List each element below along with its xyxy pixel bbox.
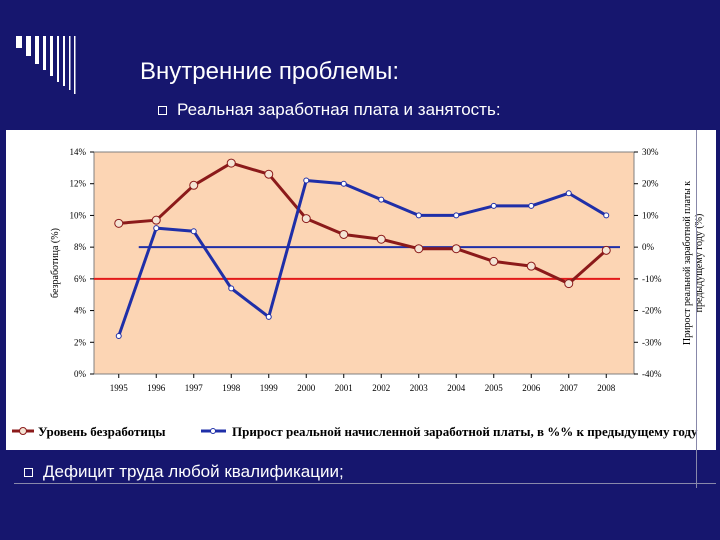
- wage-growth-point: [303, 177, 310, 184]
- x-tick-label: 1995: [110, 383, 129, 393]
- right-tick-label: -40%: [642, 369, 662, 379]
- x-tick-label: 2006: [522, 383, 541, 393]
- bullet-item: Реальная заработная плата и занятость:: [158, 100, 501, 120]
- legend-label-wage: Прирост реальной начисленной заработной …: [232, 424, 698, 439]
- right-axis-label-line1: Прирост реальной заработной платы к: [682, 181, 693, 345]
- x-tick-label: 2007: [560, 383, 579, 393]
- wage-growth-point: [603, 212, 610, 219]
- unemployment-point: [301, 214, 311, 224]
- chart-panel: 0% 2% 4% 6% 8% 10% 12% 14% -40% -30% -20% -10% 0% 10…: [6, 130, 716, 450]
- left-axis-label: безработица (%): [50, 228, 61, 298]
- wage-growth-point: [490, 202, 497, 209]
- wage-growth-point: [265, 313, 272, 320]
- right-tick-label: -10%: [642, 274, 662, 284]
- unemployment-point: [264, 169, 274, 179]
- unemployment-point: [601, 245, 611, 255]
- wage-growth-point: [153, 225, 160, 232]
- wage-growth-point: [340, 180, 347, 187]
- left-tick-label: 6%: [74, 274, 87, 284]
- reference-lines: [94, 246, 620, 280]
- left-tick-label: 0%: [74, 369, 87, 379]
- wage-growth-point: [453, 212, 460, 219]
- legend-marker-unemployment: [19, 427, 27, 435]
- unemployment-point: [376, 234, 386, 244]
- bullet-item: Дефицит труда любой квалификации;: [24, 462, 344, 482]
- left-axis: 0% 2% 4% 6% 8% 10% 12% 14%: [70, 147, 94, 379]
- left-tick-label: 12%: [70, 179, 87, 189]
- left-tick-label: 14%: [70, 147, 87, 157]
- wage-growth-point: [190, 228, 197, 235]
- unemployment-point: [526, 261, 536, 271]
- divider: [14, 483, 716, 484]
- right-axis: -40% -30% -20% -10% 0% 10% 20% 30%: [634, 147, 662, 379]
- left-tick-label: 2%: [74, 337, 87, 347]
- x-tick-label: 1996: [147, 383, 166, 393]
- bullet-text: Реальная заработная плата и занятость:: [177, 100, 501, 119]
- x-axis: 1995 1996 1997 1998 1999 2000 2001 2002 2003 2004…: [110, 374, 616, 393]
- left-tick-label: 10%: [70, 210, 87, 220]
- wage-growth-point: [528, 202, 535, 209]
- wage-growth-line: [117, 179, 608, 337]
- unemployment-point: [489, 256, 499, 266]
- x-tick-label: 2001: [335, 383, 353, 393]
- unemployment-point: [226, 158, 236, 168]
- legend: Уровень безработицы Прирост реальной нач…: [12, 424, 698, 439]
- unemployment-point: [151, 215, 161, 225]
- wage-growth-point: [565, 190, 572, 197]
- unemployment-point: [114, 218, 124, 228]
- legend-marker-wage: [210, 428, 216, 434]
- wage-growth-point: [228, 285, 235, 292]
- right-tick-label: -30%: [642, 337, 662, 347]
- unemployment-point: [451, 244, 461, 254]
- series-layer: [114, 158, 611, 339]
- slide-title: Внутренние проблемы:: [140, 58, 400, 85]
- x-tick-label: 2004: [447, 383, 466, 393]
- decorative-stripes: [16, 36, 76, 94]
- wage-growth-point: [115, 332, 122, 339]
- legend-label-unemployment: Уровень безработицы: [38, 424, 166, 439]
- unemployment-point: [414, 244, 424, 254]
- wage-growth-point: [378, 196, 385, 203]
- x-tick-label: 1997: [185, 383, 204, 393]
- wage-growth-point: [415, 212, 422, 219]
- right-tick-label: 30%: [642, 147, 659, 157]
- x-tick-label: 2003: [410, 383, 429, 393]
- bullet-square-icon: [24, 467, 33, 477]
- combo-line-chart: 0% 2% 4% 6% 8% 10% 12% 14% -40% -30% -20% -10% 0% 10…: [12, 147, 705, 439]
- unemployment-point: [564, 279, 574, 289]
- bullet-text: Дефицит труда любой квалификации;: [43, 462, 344, 481]
- x-tick-label: 2000: [297, 383, 316, 393]
- x-tick-label: 1998: [222, 383, 241, 393]
- right-axis-label-line2: предыдущему году (%): [694, 214, 705, 313]
- x-tick-label: 2008: [597, 383, 616, 393]
- left-tick-label: 8%: [74, 242, 87, 252]
- plot-area: [93, 151, 635, 375]
- right-tick-label: 20%: [642, 179, 659, 189]
- left-tick-label: 4%: [74, 306, 87, 316]
- unemployment-point: [339, 229, 349, 239]
- right-tick-label: -20%: [642, 306, 662, 316]
- unemployment-line: [118, 161, 608, 286]
- right-tick-label: 10%: [642, 210, 659, 220]
- x-tick-label: 2002: [372, 383, 390, 393]
- bullet-square-icon: [158, 105, 167, 115]
- unemployment-point: [189, 180, 199, 190]
- divider: [696, 130, 697, 488]
- right-tick-label: 0%: [642, 242, 655, 252]
- x-tick-label: 1999: [260, 383, 279, 393]
- x-tick-label: 2005: [485, 383, 504, 393]
